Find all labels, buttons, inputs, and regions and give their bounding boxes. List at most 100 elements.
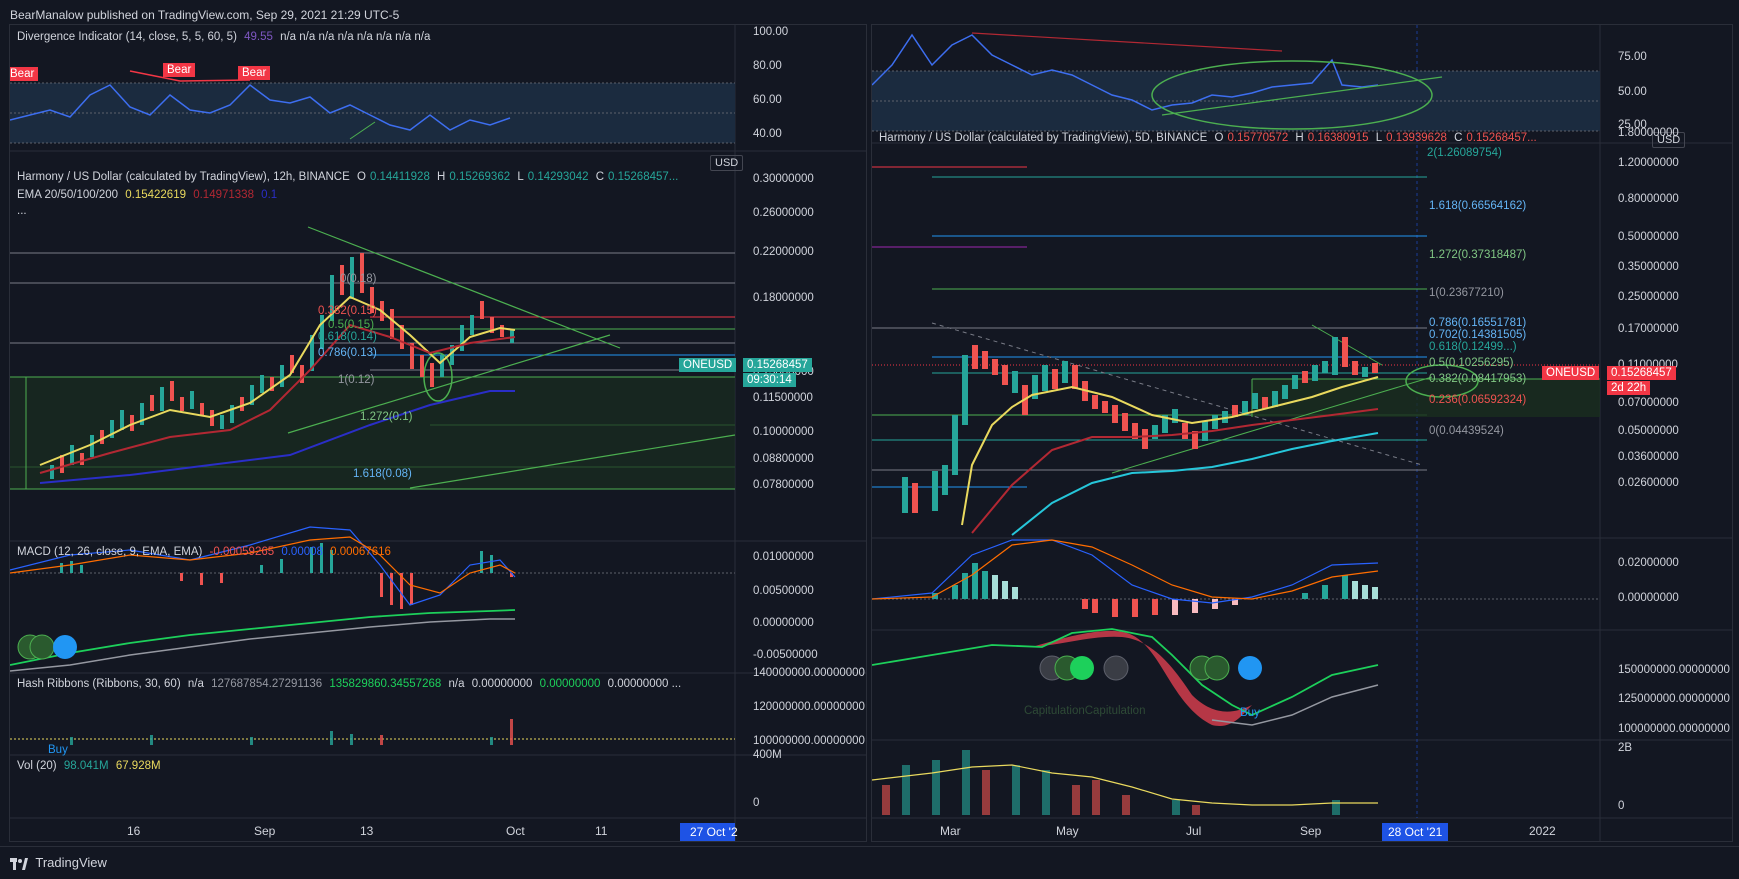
- fib-label: 0.786(0.16551781): [1429, 317, 1527, 329]
- symbol-price-tag: ONEUSD: [1542, 366, 1600, 380]
- vol-value: 98.041M: [63, 760, 109, 772]
- divergence-title: Divergence Indicator (14, close, 5, 5, 6…: [17, 31, 237, 43]
- axis-tick: 50.00: [1618, 86, 1647, 98]
- price-axis[interactable]: 0.30000000 0.26000000 0.22000000 0.18000…: [745, 151, 865, 541]
- axis-tick: 0.17000000: [1618, 323, 1679, 335]
- axis-tick: -0.00500000: [753, 649, 818, 661]
- symbol-price-tag: ONEUSD: [679, 358, 737, 372]
- ohlc-label: O: [1214, 132, 1224, 144]
- axis-tick: 0.26000000: [753, 207, 814, 219]
- axis-tick: 1.80000000: [1618, 127, 1679, 139]
- axis-tick: 0: [1618, 800, 1625, 812]
- axis-tick: 0.03600000: [1618, 451, 1679, 463]
- ema-legend: EMA 20/50/100/200 0.15422619 0.14971338 …: [17, 189, 281, 201]
- axis-tick: 0.01000000: [753, 551, 814, 563]
- axis-tick: 140000000.00000000: [753, 667, 865, 679]
- tradingview-logo-icon: [10, 857, 28, 870]
- hash-value: 127687854.27291136: [211, 678, 323, 690]
- divergence-axis: 100.00 80.00 60.00 40.00: [745, 25, 865, 151]
- axis-tick: 0.25000000: [1618, 291, 1679, 303]
- axis-tick: 60.00: [753, 94, 782, 106]
- vol-legend: Vol (20) 98.041M 67.928M: [17, 760, 165, 772]
- time-axis-label: Jul: [1186, 824, 1202, 838]
- time-axis-label: Mar: [940, 824, 961, 838]
- symbol-title[interactable]: Harmony / US Dollar (calculated by Tradi…: [879, 132, 1208, 144]
- fib-label: 1.618(0.66564162): [1429, 200, 1527, 212]
- macd-value: -0.00059265: [209, 546, 275, 558]
- hash-legend: Hash Ribbons (Ribbons, 30, 60) n/a 12768…: [17, 678, 685, 690]
- ema-value: 0.15422619: [125, 189, 186, 201]
- right-chart-panel[interactable]: 75.00 50.00 25.00 Harmony / US Dollar (c…: [871, 24, 1733, 842]
- axis-tick: 0.00000000: [1618, 592, 1679, 604]
- close-value: 0.15268457...: [608, 171, 679, 183]
- vol-axis: 2B 0: [1610, 740, 1730, 818]
- hash-title[interactable]: Hash Ribbons (Ribbons, 30, 60): [17, 678, 181, 690]
- bear-label: Bear: [238, 66, 271, 80]
- axis-tick: 0.02600000: [1618, 477, 1679, 489]
- hash-axis: 150000000.00000000 125000000.00000000 10…: [1610, 630, 1730, 740]
- currency-label[interactable]: USD: [710, 155, 744, 171]
- hash-value: n/a: [187, 678, 204, 690]
- axis-tick: 0.10000000: [753, 426, 814, 438]
- bar-countdown: 2d 22h: [1607, 381, 1651, 395]
- legend-more[interactable]: ...: [17, 205, 27, 217]
- time-axis-label: Sep: [1300, 824, 1322, 838]
- fib-label: 0(0.04439524): [1429, 425, 1504, 437]
- time-axis-label: 13: [360, 824, 374, 838]
- axis-tick: 0.30000000: [753, 173, 814, 185]
- buy-label: Buy: [1240, 707, 1260, 719]
- axis-tick: 80.00: [753, 60, 782, 72]
- macd-legend: MACD (12, 26, close, 9, EMA, EMA) -0.000…: [17, 546, 395, 558]
- vol-ma-value: 67.928M: [115, 760, 161, 772]
- right-chart-canvas[interactable]: [872, 25, 1733, 842]
- last-price-tag: 0.15268457: [743, 358, 812, 372]
- crosshair-date: 27 Oct '2: [690, 825, 738, 839]
- axis-tick: 120000000.00000000: [753, 701, 865, 713]
- vol-axis: 400M 0: [745, 749, 865, 818]
- ema-title[interactable]: EMA 20/50/100/200: [17, 189, 119, 201]
- publish-header: BearManalow published on TradingView.com…: [10, 8, 400, 22]
- close-value: 0.15268457...: [1466, 132, 1537, 144]
- axis-tick: 75.00: [1618, 51, 1647, 63]
- axis-tick: 0.07000000: [1618, 397, 1679, 409]
- divergence-na: n/a n/a n/a n/a n/a n/a n/a n/a: [280, 31, 431, 43]
- axis-tick: 0.50000000: [1618, 231, 1679, 243]
- fib-label: 0.618(0.14): [318, 331, 377, 343]
- hash-value: n/a: [448, 678, 465, 690]
- axis-tick: 0.80000000: [1618, 193, 1679, 205]
- vol-title[interactable]: Vol (20): [17, 760, 57, 772]
- fib-label: 0.236(0.06592324): [1429, 394, 1527, 406]
- main-legend: Harmony / US Dollar (calculated by Tradi…: [879, 132, 1541, 144]
- fib-label: 0.5(0.15): [328, 319, 375, 331]
- crosshair-date: 28 Oct '21: [1388, 825, 1443, 839]
- fib-label: 2(1.26089754): [1427, 147, 1502, 159]
- macd-title[interactable]: MACD (12, 26, close, 9, EMA, EMA): [17, 546, 203, 558]
- left-chart-canvas[interactable]: [10, 25, 867, 842]
- hash-value: 0.00000000 ...: [607, 678, 682, 690]
- divergence-value: 49.55: [244, 31, 273, 43]
- brand-name[interactable]: TradingView: [35, 855, 107, 870]
- main-legend: Harmony / US Dollar (calculated by Tradi…: [17, 171, 682, 183]
- ohlc-label: C: [1454, 132, 1463, 144]
- capitulation-label: CapitulationCapitulation: [1024, 705, 1146, 717]
- axis-tick: 0.35000000: [1618, 261, 1679, 273]
- price-axis[interactable]: 1.80000000 1.20000000 0.80000000 0.50000…: [1610, 127, 1730, 538]
- ohlc-label: L: [1375, 132, 1383, 144]
- fib-label: 1(0.23677210): [1429, 287, 1504, 299]
- hash-axis: 140000000.00000000 120000000.00000000 10…: [745, 667, 865, 755]
- axis-tick: 0.22000000: [753, 246, 814, 258]
- left-chart-panel[interactable]: Divergence Indicator (14, close, 5, 5, 6…: [9, 24, 867, 842]
- fib-label: 0.382(0.15): [318, 305, 377, 317]
- axis-tick: 150000000.00000000: [1618, 664, 1730, 676]
- macd-value: 0.00067616: [330, 546, 391, 558]
- hash-value: 135829860.34557268: [329, 678, 442, 690]
- axis-tick: 1.20000000: [1618, 157, 1679, 169]
- time-axis-label: 16: [127, 824, 141, 838]
- time-axis-label: Sep: [254, 824, 276, 838]
- axis-tick: 0.11500000: [753, 392, 813, 404]
- fib-label: 0.382(0.08417953): [1429, 373, 1527, 385]
- currency-label[interactable]: USD: [1652, 132, 1686, 148]
- ohlc-label: O: [356, 171, 366, 183]
- symbol-title[interactable]: Harmony / US Dollar (calculated by Tradi…: [17, 171, 350, 183]
- footer: TradingView: [0, 846, 1739, 878]
